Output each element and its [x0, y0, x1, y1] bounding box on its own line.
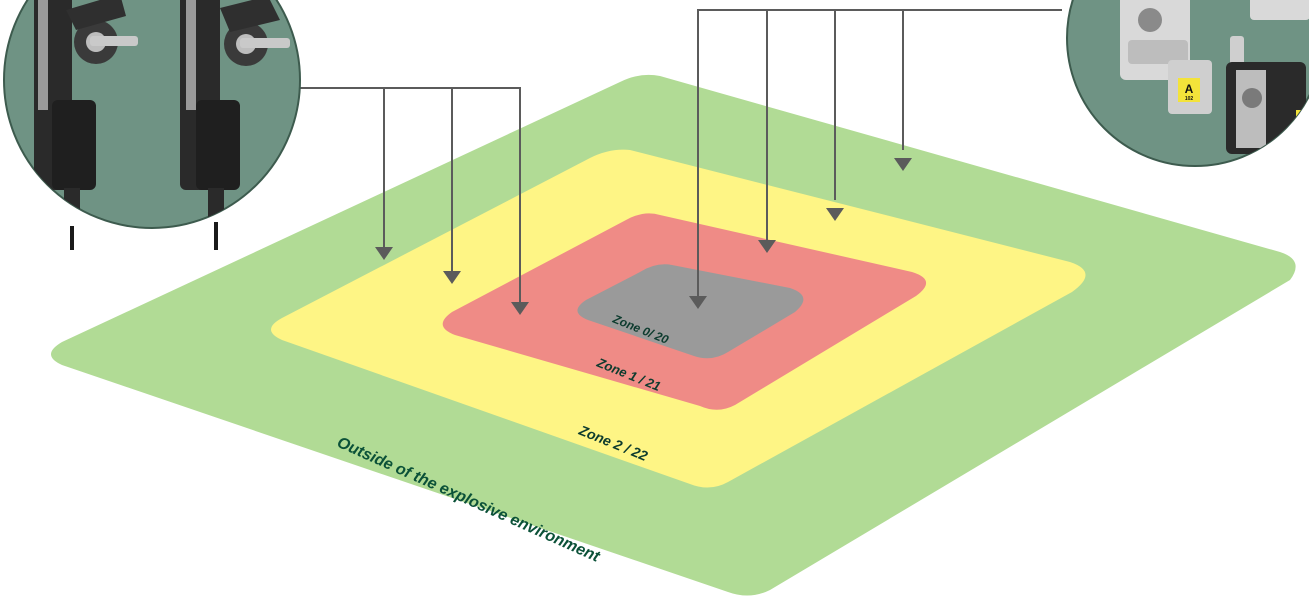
key-lock-tag-letter: A: [1185, 82, 1194, 96]
arrow-to-outside-right: [894, 158, 912, 171]
right-arrowheads: [689, 158, 912, 309]
arrow-to-zone1-right: [758, 240, 776, 253]
safety-switch-product-image: [3, 0, 301, 250]
right-connector-lines: [697, 9, 1062, 296]
key-lock-tag: [1178, 78, 1200, 102]
arrow-to-zone2-right: [826, 208, 844, 221]
arrow-to-zone2-left: [443, 271, 461, 284]
zone-0-area: [577, 264, 804, 359]
key-lock-tag-number: 102: [1185, 96, 1194, 102]
left-connector-lines: [295, 87, 521, 302]
arrow-to-zone0-right: [689, 296, 707, 309]
arrow-to-outside-left: [375, 247, 393, 260]
left-arrowheads: [375, 247, 529, 315]
trapped-key-lock-product-image: A 102: [1066, 0, 1309, 167]
arrow-to-zone1-left: [511, 302, 529, 315]
